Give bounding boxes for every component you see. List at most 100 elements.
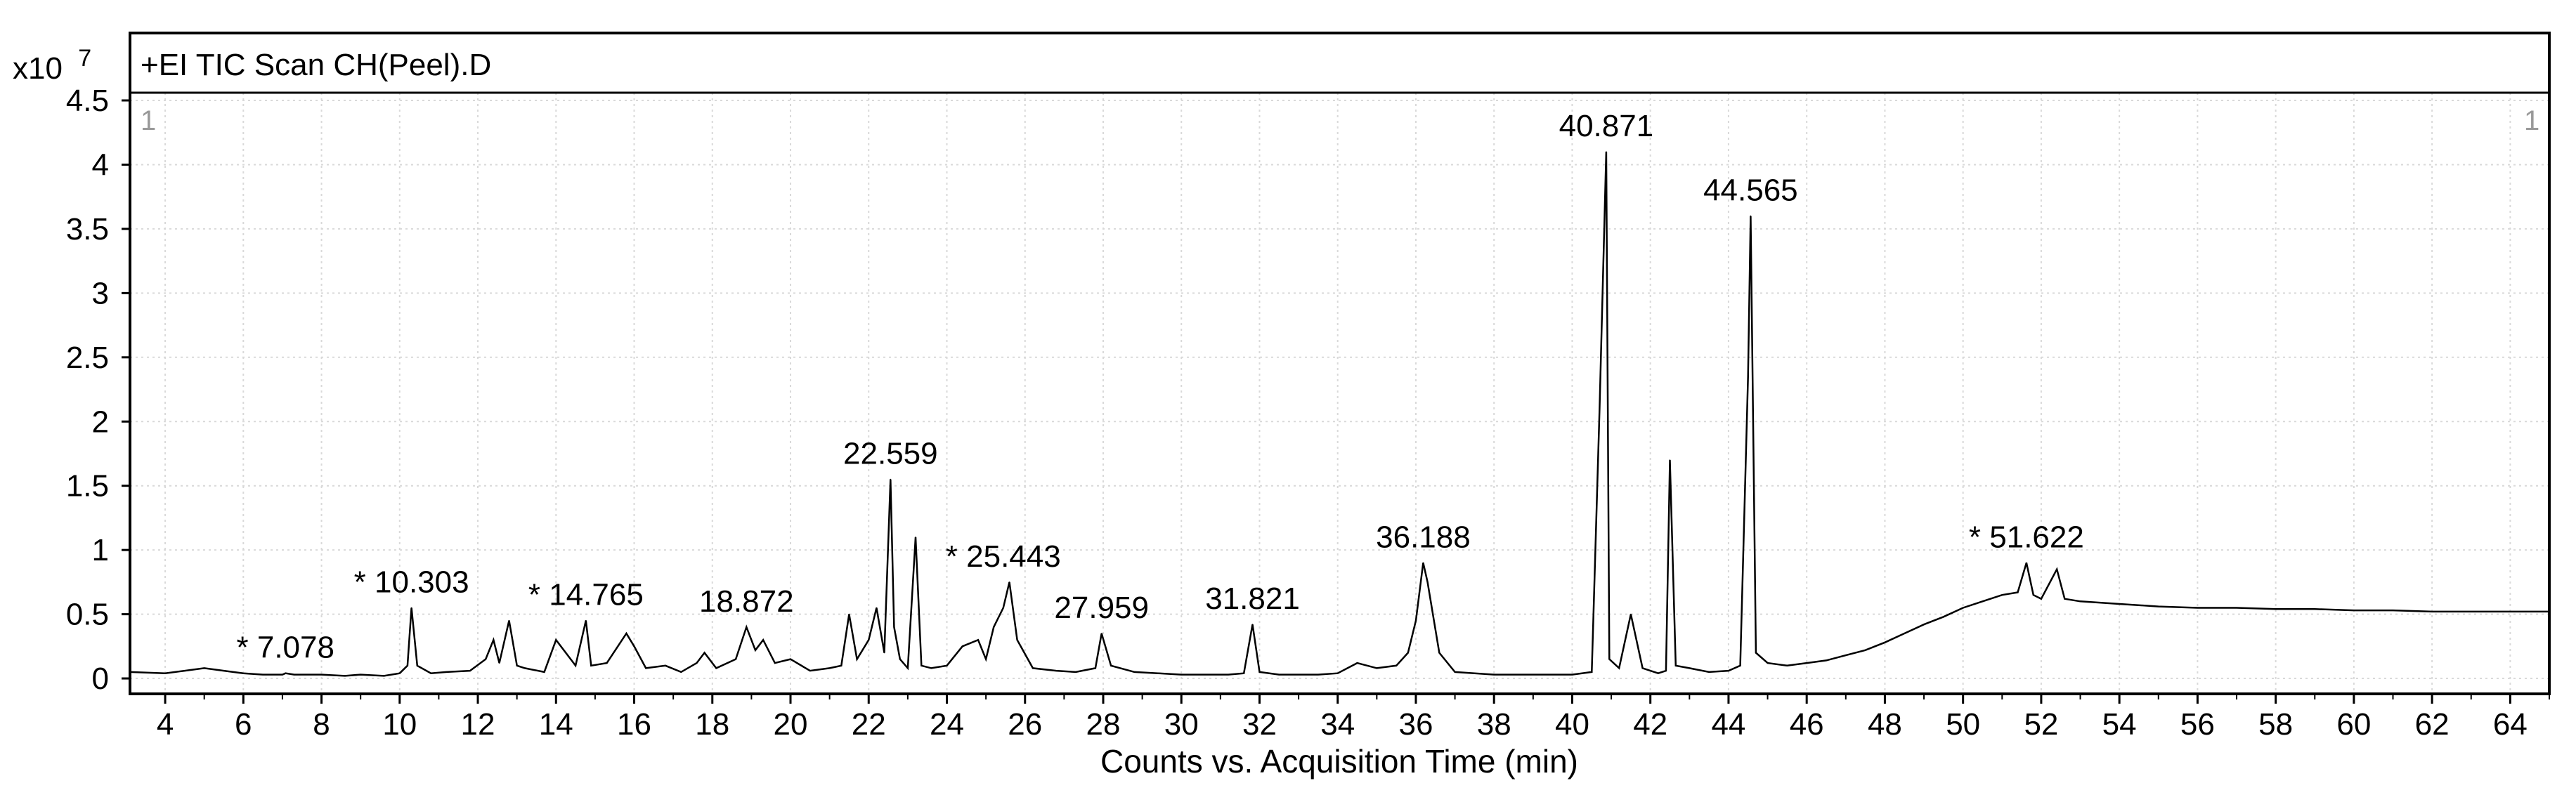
- x-tick-label: 24: [930, 707, 964, 742]
- data-point: [1904, 633, 1905, 634]
- data-point: [715, 667, 717, 669]
- y-multiplier-exponent: 7: [78, 45, 91, 72]
- data-point: [1204, 673, 1206, 676]
- data-point: [498, 662, 500, 664]
- x-tick-label: 38: [1477, 707, 1511, 742]
- peak-label: * 51.622: [1969, 520, 2084, 554]
- data-point: [1665, 670, 1667, 671]
- data-point: [1251, 624, 1254, 625]
- data-point: [1845, 655, 1847, 656]
- peak-label: 40.871: [1559, 109, 1654, 143]
- data-point: [344, 675, 346, 677]
- data-point: [262, 673, 264, 676]
- y-tick-label: 0.5: [66, 598, 109, 632]
- data-point: [2064, 598, 2066, 600]
- x-tick-label: 10: [382, 707, 417, 742]
- y-tick-label: 0: [92, 662, 109, 696]
- peak-label: 44.565: [1703, 173, 1798, 208]
- data-point: [2471, 611, 2472, 612]
- chart-title: +EI TIC Scan CH(Peel).D: [141, 48, 491, 82]
- data-point: [828, 667, 831, 669]
- data-point: [285, 672, 287, 674]
- peak-label: * 14.765: [528, 578, 644, 612]
- x-tick-label: 64: [2493, 707, 2528, 742]
- data-point: [696, 662, 698, 664]
- data-point: [2079, 600, 2081, 603]
- data-point: [2119, 603, 2120, 605]
- x-tick-label: 16: [617, 707, 651, 742]
- data-point: [1016, 639, 1018, 640]
- data-point: [985, 658, 987, 660]
- data-point: [633, 645, 635, 647]
- data-point: [417, 665, 418, 666]
- data-point: [524, 667, 526, 669]
- data-point: [899, 658, 901, 660]
- data-point: [1422, 562, 1424, 564]
- data-point: [1943, 616, 1944, 618]
- peak-label: 27.959: [1054, 591, 1149, 625]
- x-tick-label: 26: [1008, 707, 1042, 742]
- data-point: [1407, 652, 1409, 654]
- data-point: [1884, 642, 1886, 643]
- data-point: [1278, 673, 1280, 676]
- x-tick-label: 12: [461, 707, 495, 742]
- plot-frame: [129, 32, 2551, 695]
- x-tick-label: 6: [235, 707, 252, 742]
- data-point: [2158, 605, 2159, 607]
- data-point: [1110, 665, 1112, 666]
- y-tick-label: 1: [92, 533, 109, 567]
- data-point: [1243, 672, 1244, 674]
- data-point: [1552, 673, 1554, 676]
- data-point: [606, 662, 608, 664]
- x-tick-label: 14: [539, 707, 573, 742]
- data-point: [2026, 562, 2027, 564]
- data-point: [1641, 667, 1644, 669]
- data-point: [1376, 667, 1378, 669]
- data-point: [2033, 594, 2034, 596]
- data-point: [1675, 665, 1677, 666]
- data-point: [907, 667, 909, 669]
- data-point: [1689, 667, 1691, 669]
- data-point: [2275, 608, 2277, 610]
- data-point: [665, 665, 666, 666]
- x-tick-label: 32: [1242, 707, 1277, 742]
- data-point: [1669, 459, 1671, 461]
- data-point: [735, 658, 736, 660]
- data-point: [407, 665, 408, 666]
- data-point: [1747, 376, 1749, 377]
- data-point: [2353, 610, 2355, 611]
- data-point: [469, 670, 471, 671]
- x-tick-label: 56: [2180, 707, 2215, 742]
- data-point: [445, 671, 448, 673]
- data-point: [809, 670, 811, 671]
- data-point: [1708, 671, 1710, 673]
- grid-lines: [130, 93, 2549, 694]
- x-tick-label: 52: [2024, 707, 2058, 742]
- data-point: [1008, 581, 1010, 583]
- x-tick-label: 28: [1086, 707, 1121, 742]
- data-point: [790, 658, 791, 660]
- x-axis-label: Counts vs. Acquisition Time (min): [1100, 743, 1578, 780]
- data-point: [1982, 600, 1984, 603]
- data-point: [840, 665, 843, 666]
- y-tick-label: 2.5: [66, 341, 109, 375]
- data-point: [1750, 215, 1752, 217]
- data-point: [1474, 672, 1476, 674]
- peak-label: 36.188: [1376, 520, 1471, 554]
- data-point: [993, 626, 994, 628]
- data-point: [1923, 624, 1925, 625]
- peak-label: 22.559: [843, 437, 938, 471]
- data-point: [774, 662, 776, 664]
- x-tick-label: 44: [1711, 707, 1745, 742]
- data-point: [543, 671, 545, 673]
- axis-ticks: 4 6 8 10 12 14 16 18 20 22 24 26 28 30 32 34 36 38 40 42 44 4…: [66, 84, 2550, 742]
- x-tick-label: 60: [2336, 707, 2371, 742]
- data-point: [383, 675, 385, 677]
- data-point: [1606, 151, 1607, 152]
- data-point: [2001, 594, 2003, 596]
- data-point: [1786, 665, 1788, 666]
- data-point: [868, 639, 870, 640]
- data-point: [1298, 673, 1299, 676]
